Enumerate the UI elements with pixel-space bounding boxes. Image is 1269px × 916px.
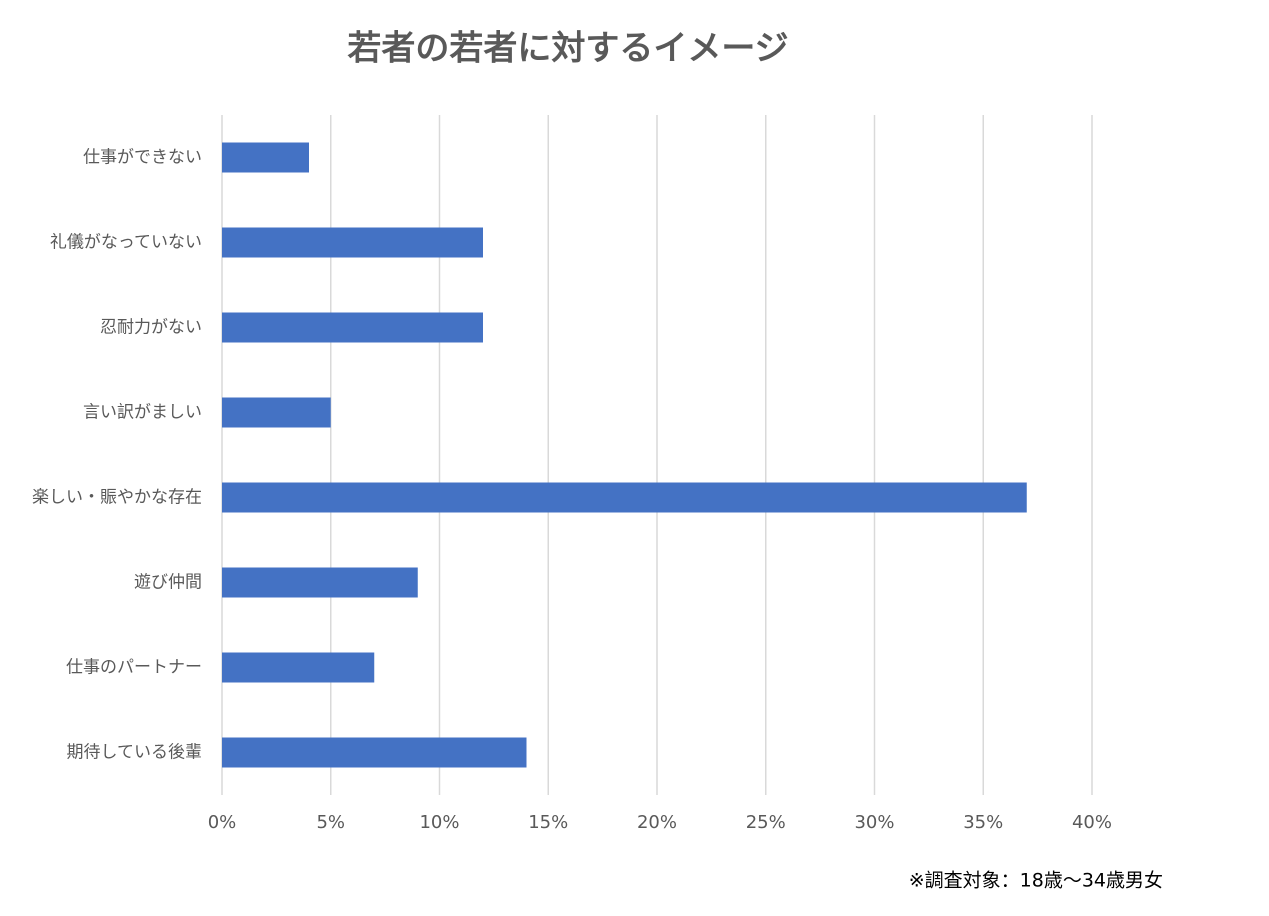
x-tick-label: 0% <box>208 812 237 833</box>
bar <box>222 737 527 768</box>
bar <box>222 567 418 598</box>
y-tick-label: 忍耐力がない <box>100 318 202 338</box>
y-tick-label: 言い訳がましい <box>83 403 202 423</box>
y-tick-label: 仕事のパートナー <box>66 658 202 678</box>
x-tick-label: 25% <box>746 812 786 833</box>
bar <box>222 142 309 173</box>
y-tick-label: 礼儀がなっていない <box>50 233 202 253</box>
x-tick-label: 40% <box>1072 812 1112 833</box>
x-tick-label: 15% <box>528 812 568 833</box>
y-tick-label: 仕事ができない <box>83 148 202 168</box>
x-tick-label: 10% <box>419 812 459 833</box>
annotation: ※調査対象：18歳～34歳男女 <box>909 870 1163 892</box>
x-tick-label: 20% <box>637 812 677 833</box>
x-tick-label: 5% <box>316 812 345 833</box>
x-tick-label: 30% <box>854 812 894 833</box>
bar <box>222 397 331 428</box>
bar <box>222 482 1027 513</box>
bar <box>222 652 375 683</box>
x-tick-label: 35% <box>963 812 1003 833</box>
y-tick-label: 遊び仲間 <box>134 573 202 593</box>
bar <box>222 227 483 258</box>
y-tick-label: 楽しい・賑やかな存在 <box>32 488 202 508</box>
y-tick-label: 期待している後輩 <box>67 743 203 763</box>
chart-title: 若者の若者に対するイメージ <box>347 29 788 69</box>
bar <box>222 312 483 343</box>
